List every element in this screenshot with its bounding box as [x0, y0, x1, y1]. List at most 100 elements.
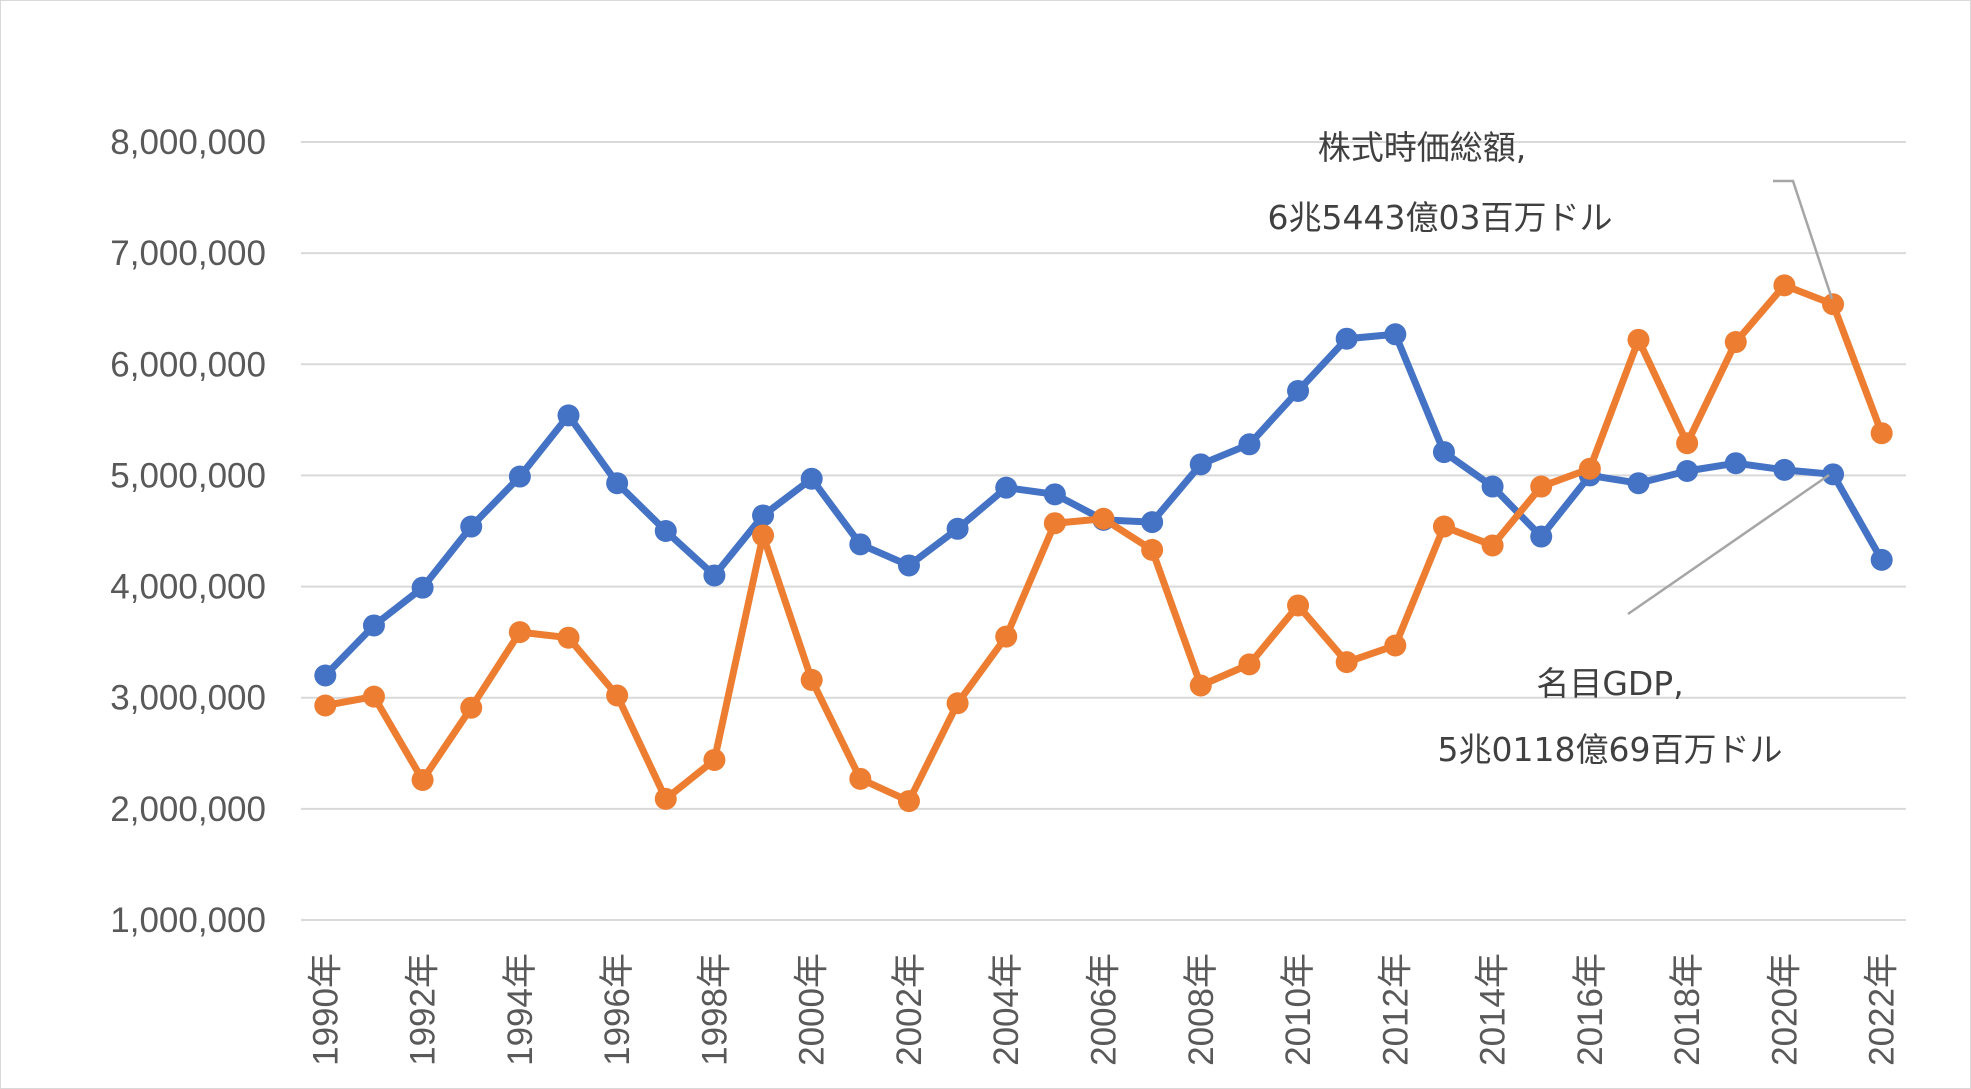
data-point [703, 564, 726, 587]
y-tick-label: 8,000,000 [110, 123, 266, 162]
x-tick-label: 2012年 [1376, 953, 1415, 1066]
gridlines [301, 141, 1906, 921]
x-tick-label: 2008年 [1182, 953, 1221, 1066]
x-axis-tick-labels: 1990年 1992年 1994年 1996年 1998年 2000年 2002年 2004年… [306, 953, 1901, 1066]
data-point [995, 625, 1018, 648]
data-point [1676, 459, 1699, 482]
series-market-cap [314, 274, 1893, 813]
data-point [849, 533, 872, 556]
data-point [1384, 323, 1407, 346]
data-point [508, 621, 531, 644]
callout-leader-line-gdp [1627, 473, 1830, 616]
data-point [1432, 441, 1455, 464]
series-line [321, 281, 1886, 805]
data-point [1335, 327, 1358, 350]
data-point [849, 767, 872, 790]
data-point [946, 517, 969, 540]
data-point [1287, 594, 1310, 617]
x-tick-label: 1990年 [306, 953, 345, 1066]
data-point [1043, 512, 1066, 535]
data-point [1189, 453, 1212, 476]
data-point [460, 515, 483, 538]
series-lines [314, 274, 1893, 813]
x-tick-label: 2016年 [1571, 953, 1610, 1066]
data-point [1870, 548, 1893, 571]
data-point [1238, 433, 1261, 456]
data-point [460, 696, 483, 719]
y-tick-label: 7,000,000 [110, 234, 266, 273]
data-point [995, 476, 1018, 499]
data-point [1530, 525, 1553, 548]
data-point [1724, 452, 1747, 475]
data-point [1189, 674, 1212, 697]
x-tick-label: 2014年 [1474, 953, 1513, 1066]
data-point [897, 790, 920, 813]
callout-market-cap-name: 株式時価総額, [1318, 128, 1527, 167]
data-point [1627, 328, 1650, 351]
data-point [800, 467, 823, 490]
data-point [606, 472, 629, 495]
callout-leader-line-market-cap [1773, 179, 1834, 300]
y-tick-label: 5,000,000 [110, 456, 266, 495]
data-point [1043, 483, 1066, 506]
y-tick-label: 2,000,000 [110, 790, 266, 829]
y-axis-tick-labels: 1,000,000 2,000,000 3,000,000 4,000,000 5,00… [110, 123, 266, 940]
data-point [1092, 507, 1115, 530]
data-point [314, 664, 337, 687]
data-point [752, 504, 775, 527]
data-point [1481, 534, 1504, 557]
x-tick-label: 2002年 [890, 953, 929, 1066]
y-tick-label: 1,000,000 [110, 901, 266, 940]
data-point [411, 576, 434, 599]
callout-gdp-name: 名目GDP, [1536, 664, 1683, 703]
x-tick-label: 2018年 [1668, 953, 1707, 1066]
data-point [1773, 458, 1796, 481]
data-point [1724, 331, 1747, 354]
x-tick-label: 2020年 [1765, 953, 1804, 1066]
x-tick-label: 2006年 [1085, 953, 1124, 1066]
data-point [703, 748, 726, 771]
data-point [362, 614, 385, 637]
x-tick-label: 2000年 [793, 953, 832, 1066]
data-point [314, 694, 337, 717]
data-point [1627, 472, 1650, 495]
data-point [508, 465, 531, 488]
data-point [557, 626, 580, 649]
callout-market-cap-value: 6兆5443億03百万ドル [1268, 198, 1613, 237]
data-point [1578, 457, 1601, 480]
data-point [1676, 432, 1699, 455]
data-point [1384, 634, 1407, 657]
y-tick-label: 3,000,000 [110, 679, 266, 718]
data-point [1432, 515, 1455, 538]
data-point [411, 768, 434, 791]
data-point [1481, 475, 1504, 498]
data-point [752, 524, 775, 547]
x-tick-label: 1998年 [695, 953, 734, 1066]
data-point [1141, 538, 1164, 561]
data-point [1238, 653, 1261, 676]
x-tick-label: 1996年 [598, 953, 637, 1066]
data-point [1141, 511, 1164, 534]
x-tick-label: 1994年 [501, 953, 540, 1066]
y-tick-label: 6,000,000 [110, 345, 266, 384]
data-point [1773, 274, 1796, 297]
data-point [1530, 475, 1553, 498]
data-point [800, 668, 823, 691]
y-tick-label: 4,000,000 [110, 568, 266, 607]
data-point [654, 520, 677, 542]
data-point [946, 692, 969, 715]
data-point [606, 684, 629, 707]
data-point [1870, 422, 1893, 445]
data-callouts: 株式時価総額, 6兆5443億03百万ドル 名目GDP, 5兆0118億69百万… [1268, 128, 1834, 769]
x-tick-label: 2004年 [987, 953, 1026, 1066]
x-tick-label: 1992年 [404, 953, 443, 1066]
data-point [1822, 293, 1845, 316]
series-line [321, 330, 1886, 679]
data-point [362, 685, 385, 708]
x-tick-label: 2022年 [1863, 953, 1902, 1066]
x-tick-label: 2010年 [1279, 953, 1318, 1066]
callout-gdp-value: 5兆0118億69百万ドル [1438, 730, 1783, 769]
data-point [1822, 463, 1845, 486]
data-point [654, 787, 677, 810]
